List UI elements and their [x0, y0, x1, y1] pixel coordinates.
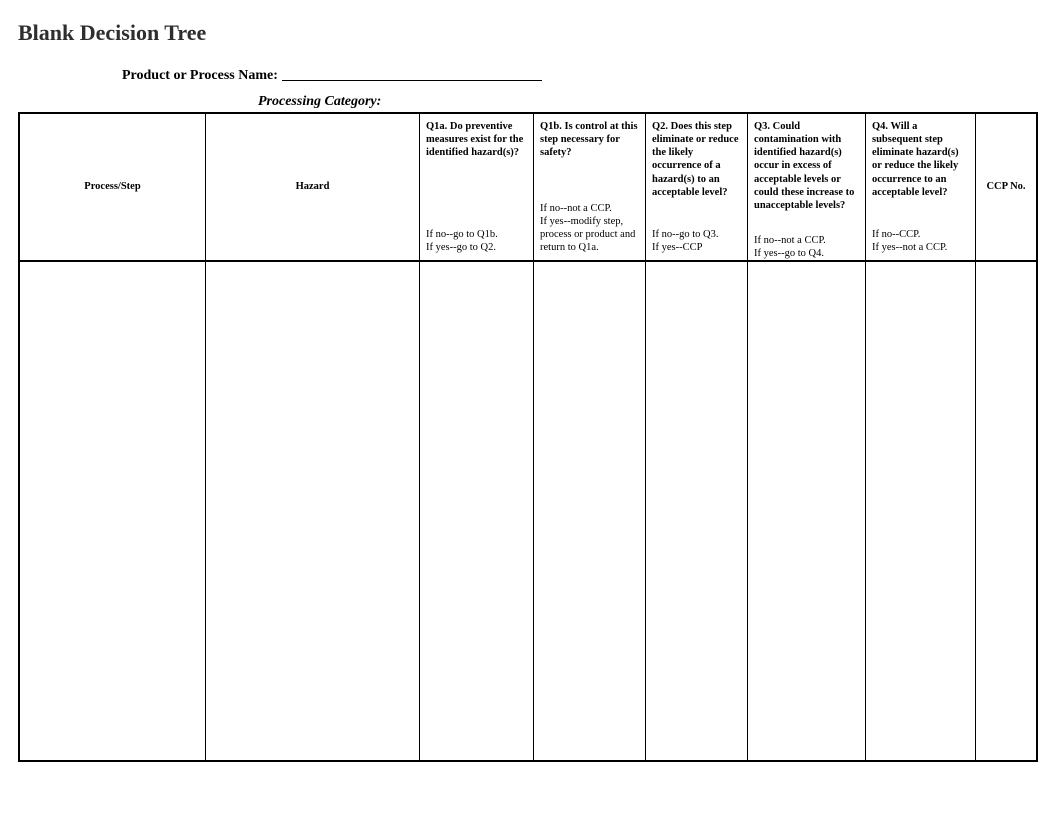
- page-title: Blank Decision Tree: [18, 20, 1038, 46]
- processing-category-label: Processing Category:: [258, 94, 1038, 110]
- table-cell: [866, 262, 976, 760]
- product-name-row: Product or Process Name:: [122, 68, 1038, 84]
- header-question: Q4. Will a subsequent step eliminate haz…: [872, 120, 969, 199]
- header-text: Process/Step: [84, 180, 140, 193]
- table-header-row: Process/Step Hazard Q1a. Do preventive m…: [20, 114, 1036, 262]
- header-answers: If no--go to Q3.If yes--CCP: [652, 228, 741, 254]
- header-answers: If no--CCP.If yes--not a CCP.: [872, 228, 969, 254]
- header-question: Q1a. Do preventive measures exist for th…: [426, 120, 527, 159]
- column-header-hazard: Hazard: [206, 114, 420, 260]
- column-header-q2: Q2. Does this step eliminate or reduce t…: [646, 114, 748, 260]
- column-header-process-step: Process/Step: [20, 114, 206, 260]
- table-cell: [420, 262, 534, 760]
- header-answers: If no--not a CCP.If yes--modify step, pr…: [540, 202, 639, 255]
- column-header-q4: Q4. Will a subsequent step eliminate haz…: [866, 114, 976, 260]
- header-answers: If no--go to Q1b.If yes--go to Q2.: [426, 228, 527, 254]
- table-cell: [748, 262, 866, 760]
- header-question: Q2. Does this step eliminate or reduce t…: [652, 120, 741, 199]
- header-answers: If no--not a CCP.If yes--go to Q4.: [754, 234, 859, 260]
- column-header-q1a: Q1a. Do preventive measures exist for th…: [420, 114, 534, 260]
- table-cell: [20, 262, 206, 760]
- product-name-blank-line: [282, 80, 542, 81]
- table-cell: [646, 262, 748, 760]
- table-cell: [534, 262, 646, 760]
- header-text: CCP No.: [986, 180, 1025, 193]
- header-text: Hazard: [296, 180, 330, 193]
- table-cell: [976, 262, 1036, 760]
- table-body-row: [20, 262, 1036, 760]
- product-name-label: Product or Process Name:: [122, 68, 278, 84]
- column-header-ccp-no: CCP No.: [976, 114, 1036, 260]
- decision-tree-table: Process/Step Hazard Q1a. Do preventive m…: [18, 112, 1038, 762]
- column-header-q3: Q3. Could contamination with identified …: [748, 114, 866, 260]
- header-question: Q3. Could contamination with identified …: [754, 120, 859, 212]
- column-header-q1b: Q1b. Is control at this step necessary f…: [534, 114, 646, 260]
- header-question: Q1b. Is control at this step necessary f…: [540, 120, 639, 159]
- table-cell: [206, 262, 420, 760]
